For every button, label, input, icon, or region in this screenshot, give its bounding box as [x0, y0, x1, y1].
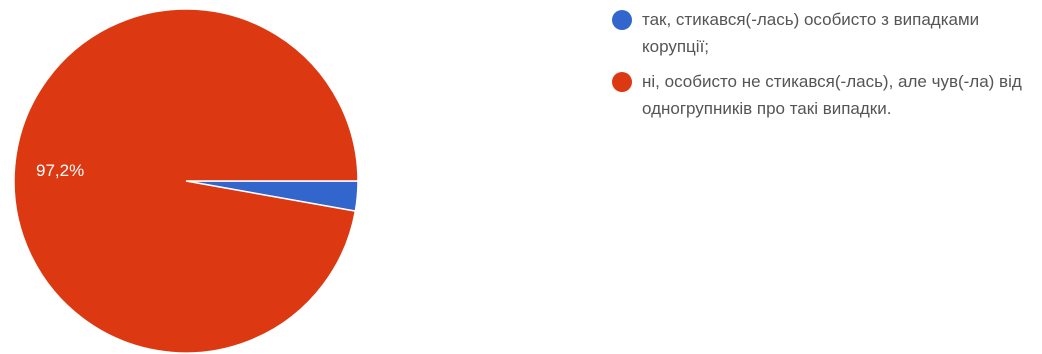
- legend-label: ні, особисто не стикався(-лась), але чув…: [642, 72, 1022, 118]
- legend-dot-blue: [612, 10, 632, 30]
- legend: так, стикався(-лась) особисто з випадкам…: [612, 6, 1032, 130]
- legend-label: так, стикався(-лась) особисто з випадкам…: [642, 10, 980, 56]
- slice-percent-label: 97,2%: [36, 161, 84, 180]
- pie-chart: 97,2%: [13, 8, 359, 354]
- legend-item-yes[interactable]: так, стикався(-лась) особисто з випадкам…: [612, 6, 1032, 60]
- legend-dot-red: [612, 72, 632, 92]
- pie-slice-no[interactable]: [13, 8, 359, 354]
- legend-item-no[interactable]: ні, особисто не стикався(-лась), але чув…: [612, 68, 1032, 122]
